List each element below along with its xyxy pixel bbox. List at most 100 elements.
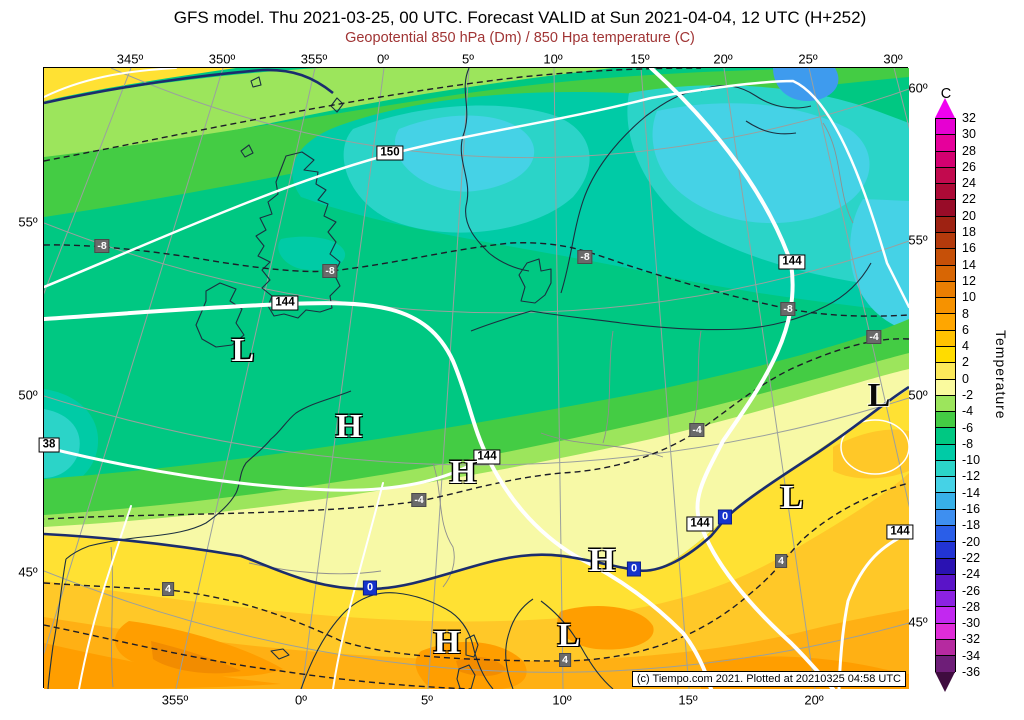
- colorbar-tick-label: 12: [962, 273, 976, 288]
- colorbar-cell: [936, 216, 955, 233]
- weather-map-canvas: [44, 68, 909, 689]
- colorbar-cell: [936, 167, 955, 185]
- colorbar-tick-label: 20: [962, 208, 976, 223]
- colorbar-tick-label: -8: [962, 436, 974, 451]
- colorbar-cell: [936, 395, 955, 413]
- colorbar-cell: [936, 151, 955, 168]
- colorbar-cell: [936, 249, 955, 266]
- colorbar-cell: [936, 298, 955, 315]
- colorbar-cell: [936, 607, 955, 624]
- colorbar-cell: [936, 444, 955, 461]
- colorbar-tick-label: 10: [962, 290, 976, 305]
- colorbar-cell: [936, 184, 955, 201]
- graticule: [44, 68, 909, 689]
- left-axis-latitude-label: 50º: [18, 387, 38, 403]
- colorbar-cell: [936, 493, 955, 510]
- colorbar-cell: [936, 460, 955, 478]
- colorbar-tick-label: 14: [962, 257, 976, 272]
- colorbar-cell: [936, 200, 955, 217]
- colorbar-axis-title: Temperature: [993, 330, 1009, 420]
- colorbar-tick-label: -4: [962, 404, 974, 419]
- colorbar-cell: [936, 477, 955, 494]
- map-subtitle: Geopotential 850 hPa (Dm) / 850 Hpa temp…: [345, 30, 695, 46]
- colorbar-cell: [936, 330, 955, 347]
- bottom-axis-longitude-label: 0º: [295, 692, 307, 708]
- colorbar-cell: [936, 509, 955, 527]
- colorbar-tick-label: -20: [962, 534, 981, 549]
- colorbar-tick-label: 28: [962, 143, 976, 158]
- colorbar-cell: [936, 135, 955, 152]
- colorbar-tick-label: -30: [962, 616, 981, 631]
- colorbar-cell: [936, 656, 955, 673]
- top-axis-longitude-label: 10º: [543, 51, 563, 67]
- colorbar-tick-label: -10: [962, 453, 981, 468]
- colorbar-tick-label: -26: [962, 583, 981, 598]
- top-axis-longitude-label: 15º: [630, 51, 650, 67]
- top-axis-longitude-label: 355º: [300, 51, 328, 67]
- colorbar-cell: [936, 428, 955, 445]
- colorbar-cell: [936, 379, 955, 396]
- colorbar-cell: [936, 591, 955, 608]
- colorbar-cell: [936, 574, 955, 592]
- colorbar-tick-label: 0: [962, 371, 969, 386]
- bottom-axis-longitude-label: 20º: [804, 692, 824, 708]
- colorbar-tick-label: -16: [962, 502, 981, 517]
- top-axis-longitude-label: 345º: [116, 51, 144, 67]
- colorbar-cell: [936, 623, 955, 640]
- colorbar-tick-label: 26: [962, 159, 976, 174]
- right-axis-latitude-label: 50º: [908, 387, 928, 403]
- bottom-axis-longitude-label: 10º: [552, 692, 572, 708]
- bottom-axis-longitude-label: 5º: [421, 692, 433, 708]
- colorbar-cell: [936, 640, 955, 657]
- bottom-axis-longitude-label: 15º: [678, 692, 698, 708]
- top-axis-longitude-label: 350º: [208, 51, 236, 67]
- colorbar-tick-label: 8: [962, 306, 969, 321]
- colorbar-tick-label: 24: [962, 176, 976, 191]
- bottom-axis-longitude-label: 355º: [161, 692, 189, 708]
- top-axis-longitude-label: 0º: [377, 51, 389, 67]
- colorbar-cell: [936, 314, 955, 331]
- colorbar-tick-label: -2: [962, 388, 974, 402]
- colorbar-tick-label: 18: [962, 225, 976, 240]
- geopotential-contours: [44, 68, 909, 689]
- colorbar-tick-label: -6: [962, 420, 974, 435]
- colorbar-cell: [936, 558, 955, 575]
- right-axis-latitude-label: 45º: [908, 614, 928, 630]
- colorbar-tick-label: 4: [962, 339, 969, 354]
- colorbar-tick-label: -18: [962, 518, 981, 533]
- colorbar-tick-label: -22: [962, 550, 981, 565]
- colorbar-cell: [936, 346, 955, 364]
- colorbar-arrow-top: [935, 98, 955, 118]
- colorbar-tick-label: 22: [962, 192, 976, 207]
- colorbar-cell: [936, 526, 955, 543]
- colorbar-cell: [936, 119, 955, 136]
- colorbar-tick-label: -14: [962, 485, 981, 500]
- colorbar-cell: [936, 265, 955, 282]
- temperature-colorbar: [935, 118, 956, 673]
- map-region: [43, 67, 909, 689]
- left-axis-latitude-label: 45º: [18, 564, 38, 580]
- colorbar-cell: [936, 542, 955, 559]
- colorbar-tick-label: 2: [962, 355, 969, 370]
- top-axis-longitude-label: 20º: [713, 51, 733, 67]
- colorbar-cell: [936, 232, 955, 250]
- colorbar-tick-label: -32: [962, 632, 981, 647]
- top-axis-longitude-label: 5º: [462, 51, 474, 67]
- top-axis-longitude-label: 25º: [798, 51, 818, 67]
- colorbar-cell: [936, 412, 955, 429]
- colorbar-cell: [936, 363, 955, 380]
- colorbar-tick-label: -34: [962, 648, 981, 663]
- colorbar-tick-label: 16: [962, 241, 976, 256]
- colorbar-arrow-bottom: [935, 672, 955, 692]
- left-axis-latitude-label: 55º: [18, 214, 38, 230]
- colorbar-tick-label: 6: [962, 322, 969, 337]
- colorbar-tick-label: -28: [962, 599, 981, 614]
- colorbar-cell: [936, 281, 955, 299]
- page-title: GFS model. Thu 2021-03-25, 00 UTC. Forec…: [173, 8, 867, 27]
- coastlines: [47, 68, 872, 689]
- colorbar-tick-label: -24: [962, 567, 981, 582]
- top-axis-longitude-label: 30º: [883, 51, 903, 67]
- colorbar-tick-label: -36: [962, 665, 981, 679]
- colorbar-tick-label: -12: [962, 469, 981, 484]
